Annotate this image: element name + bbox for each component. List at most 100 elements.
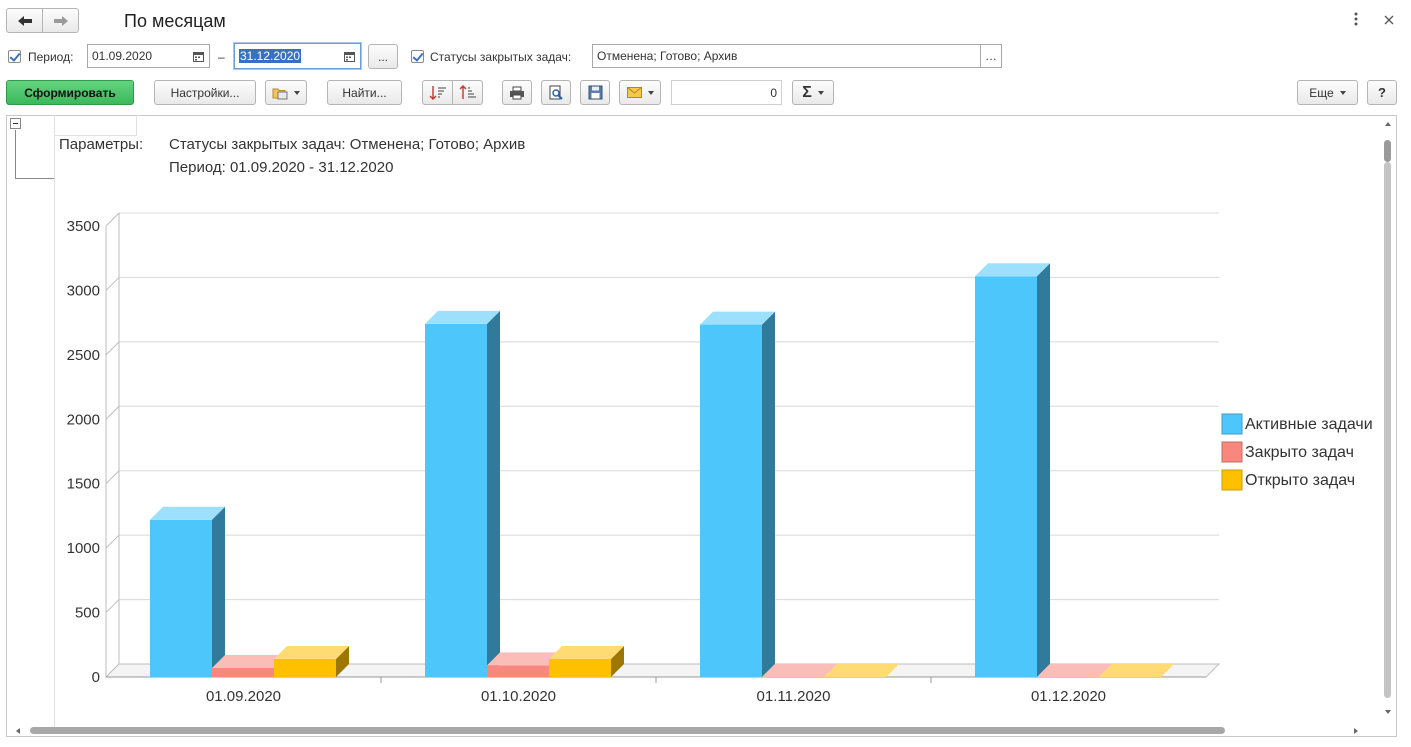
sigma-icon: Σ (802, 83, 812, 101)
kebab-menu-icon[interactable] (1354, 12, 1364, 28)
period-select-button[interactable]: ... (368, 44, 398, 69)
floppy-disk-icon (588, 85, 602, 100)
scroll-up-icon[interactable] (1385, 122, 1391, 126)
bar-side (487, 310, 500, 677)
window-title: По месяцам (124, 11, 226, 31)
bar-top (425, 310, 500, 324)
send-email-button[interactable] (619, 80, 661, 105)
report-area (6, 115, 1397, 737)
bar-Закрыто задач (212, 667, 274, 677)
period-label: Период: (28, 50, 74, 64)
scroll-left-icon[interactable] (16, 728, 20, 734)
params-period: Период: 01.09.2020 - 31.12.2020 (169, 159, 394, 176)
folder-icon (272, 88, 288, 99)
gridline-side (105, 405, 120, 420)
legend-label: Открыто задач (1245, 472, 1355, 489)
legend-label: Закрыто задач (1245, 444, 1354, 461)
statuses-select-button[interactable]: … (980, 45, 1001, 67)
back-button[interactable] (6, 8, 43, 33)
vertical-scroll-thumb[interactable] (1384, 140, 1391, 162)
calendar-icon[interactable] (193, 51, 204, 62)
x-tick-label: 01.11.2020 (757, 688, 831, 705)
gridline-side (105, 599, 120, 613)
print-button[interactable] (502, 80, 532, 105)
vertical-scrollbar[interactable] (1383, 120, 1393, 720)
y-tick-label: 3500 (67, 218, 100, 235)
bar-top (549, 645, 624, 659)
arrow-left-icon (17, 15, 32, 26)
forward-button[interactable] (42, 8, 79, 33)
scroll-right-icon[interactable] (1354, 728, 1358, 734)
help-button[interactable]: ? (1367, 80, 1397, 105)
date-from-value: 01.09.2020 (92, 49, 153, 63)
gridline-side (105, 341, 120, 356)
y-tick-label: 500 (75, 605, 100, 622)
chevron-down-icon (1339, 90, 1346, 95)
y-tick-label: 0 (92, 669, 100, 686)
preview-button[interactable] (541, 80, 571, 105)
find-button[interactable]: Найти... (327, 80, 402, 105)
envelope-icon (626, 87, 642, 98)
statuses-label: Статусы закрытых задач: (430, 50, 572, 64)
bar-Закрыто задач (487, 665, 549, 677)
save-button[interactable] (580, 80, 610, 105)
bar-Активные задачи (700, 324, 762, 677)
statuses-value: Отменена; Готово; Архив (597, 49, 738, 63)
date-from-field[interactable]: 01.09.2020 (87, 44, 210, 68)
calendar-icon[interactable] (344, 51, 355, 62)
bar-side (762, 311, 775, 677)
gridline-side (105, 534, 120, 549)
y-tick-label: 3000 (67, 282, 100, 299)
bar-top (274, 645, 349, 659)
bar-top (975, 263, 1050, 277)
sort-asc-icon (459, 84, 476, 99)
bar-top (1037, 664, 1112, 677)
legend-swatch (1221, 441, 1243, 463)
chevron-down-icon (647, 90, 654, 95)
bar-top (150, 506, 225, 520)
bar-Активные задачи (975, 276, 1037, 677)
scroll-down-icon[interactable] (1385, 710, 1391, 714)
period-checkbox[interactable] (8, 50, 21, 63)
sum-field: 0 (671, 80, 782, 105)
bar-top (824, 664, 899, 677)
settings-button[interactable]: Настройки... (154, 80, 256, 105)
bar-Активные задачи (150, 519, 212, 677)
bar-Открыто задач (274, 658, 336, 677)
group-collapse-icon[interactable] (10, 118, 21, 129)
chevron-down-icon (294, 90, 300, 95)
period-dash: – (218, 50, 225, 64)
y-tick-label: 1000 (67, 540, 100, 557)
legend-swatch (1221, 469, 1243, 491)
bar-top (700, 311, 775, 325)
row-separator (54, 115, 55, 727)
bar-side (611, 645, 624, 677)
gridline-side (105, 470, 120, 485)
gridline-side (105, 277, 120, 291)
horizontal-scrollbar[interactable] (16, 726, 1366, 736)
bar-side (1037, 263, 1050, 677)
x-tick-label: 01.10.2020 (481, 688, 556, 705)
sum-mode-button[interactable]: Σ (792, 80, 834, 105)
bar-Активные задачи (425, 323, 487, 677)
sort-desc-icon (429, 85, 446, 100)
close-icon[interactable] (1384, 14, 1396, 26)
sort-asc-button[interactable] (452, 80, 483, 105)
horizontal-scroll-thumb[interactable] (30, 727, 1225, 734)
group-bracket (15, 130, 54, 179)
params-statuses: Статусы закрытых задач: Отменена; Готово… (169, 136, 526, 153)
more-button[interactable]: Еще (1297, 80, 1358, 105)
y-tick-label: 1500 (67, 476, 100, 493)
arrow-right-icon (53, 15, 68, 26)
statuses-field[interactable]: Отменена; Готово; Архив … (592, 44, 1002, 68)
statuses-checkbox[interactable] (411, 50, 424, 63)
bar-side (212, 506, 225, 677)
generate-button[interactable]: Сформировать (6, 80, 134, 105)
variant-dropdown-button[interactable] (265, 80, 307, 105)
date-to-value: 31.12.2020 (239, 49, 302, 63)
bar-top (212, 654, 287, 668)
params-label: Параметры: (59, 136, 144, 153)
legend-swatch (1221, 413, 1243, 435)
date-to-field[interactable]: 31.12.2020 (234, 43, 361, 69)
